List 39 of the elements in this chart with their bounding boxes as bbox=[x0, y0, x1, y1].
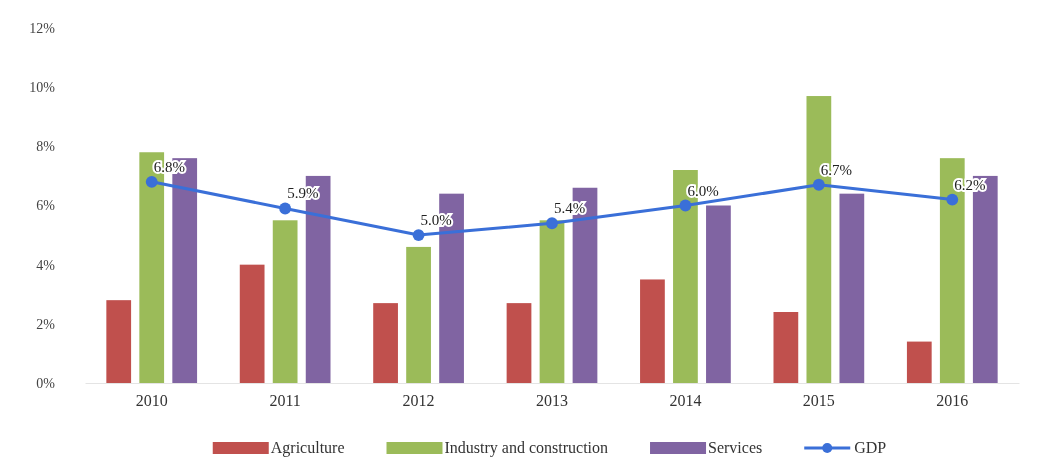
data-label: 6.2% bbox=[954, 176, 986, 193]
bar bbox=[373, 303, 398, 383]
bar bbox=[406, 246, 431, 383]
legend-label: Agriculture bbox=[270, 439, 345, 457]
bar bbox=[839, 193, 865, 383]
x-tick-label: 2010 bbox=[135, 392, 168, 410]
bar bbox=[272, 220, 298, 383]
y-tick-label: 12% bbox=[29, 20, 56, 36]
legend-label: GDP bbox=[854, 439, 887, 456]
y-tick-label: 10% bbox=[29, 80, 56, 96]
bar bbox=[773, 312, 799, 383]
y-tick-label: 6% bbox=[36, 198, 56, 214]
y-tick-label: 2% bbox=[36, 316, 56, 332]
y-tick-label: 0% bbox=[36, 375, 56, 391]
bar bbox=[506, 303, 532, 383]
y-tick-label: 8% bbox=[36, 139, 56, 155]
x-tick-label: 2015 bbox=[802, 392, 835, 410]
x-tick-label: 2012 bbox=[402, 392, 435, 410]
bar bbox=[239, 264, 265, 383]
point bbox=[145, 175, 158, 188]
x-tick-label: 2013 bbox=[536, 392, 568, 410]
x-tick-label: 2014 bbox=[669, 392, 702, 410]
point bbox=[812, 178, 825, 191]
bar bbox=[106, 300, 132, 383]
point bbox=[412, 229, 425, 241]
y-tick-label: 4% bbox=[36, 257, 56, 273]
bar bbox=[706, 205, 731, 383]
point bbox=[546, 217, 558, 230]
bar bbox=[906, 341, 932, 383]
bar bbox=[539, 220, 565, 383]
legend-label: Services bbox=[708, 439, 763, 456]
point bbox=[679, 199, 692, 212]
data-label: 6.8% bbox=[153, 158, 185, 175]
bar bbox=[640, 279, 665, 383]
x-tick-label: 2011 bbox=[269, 392, 301, 410]
x-tick-label: 2016 bbox=[936, 392, 969, 410]
point bbox=[279, 202, 292, 215]
legend-label: Industry and construction bbox=[444, 439, 609, 457]
point bbox=[946, 193, 959, 206]
